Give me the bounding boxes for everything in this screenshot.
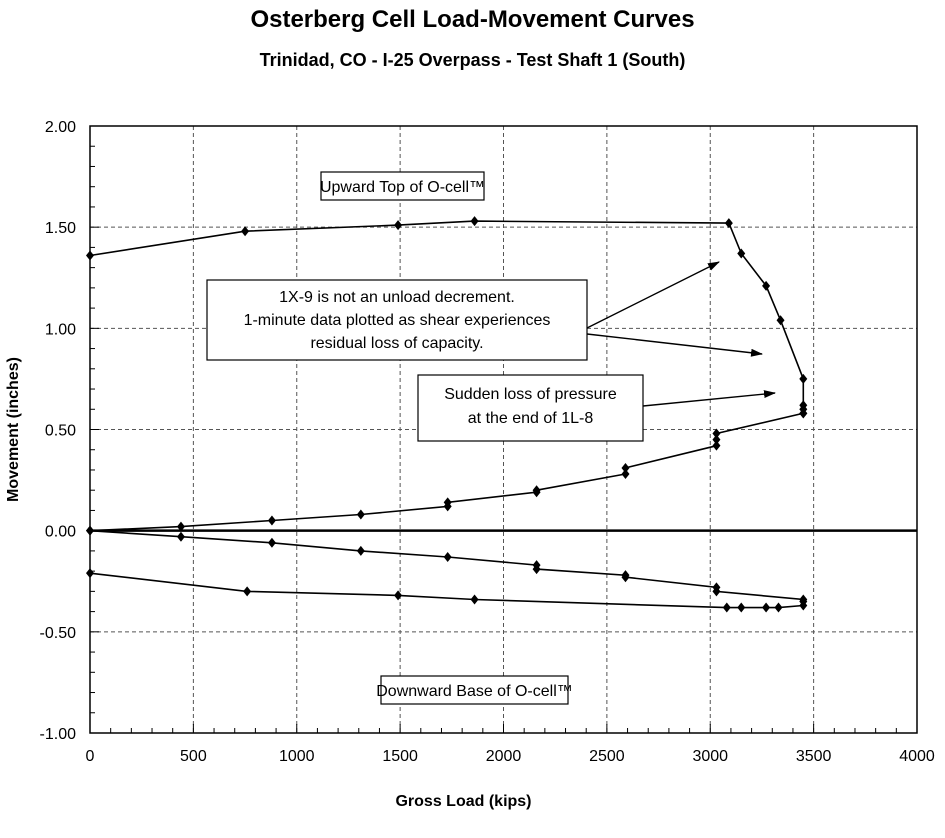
series-line-4 (89, 572, 804, 609)
x-tick-label: 1500 (382, 748, 418, 765)
data-point (86, 568, 94, 579)
y-tick-label: 0.50 (45, 423, 76, 440)
y-tick-label: 2.00 (45, 119, 76, 136)
x-tick-label: 500 (180, 748, 207, 765)
downward-label: Downward Base of O-cell™ (376, 675, 573, 705)
data-point (394, 590, 403, 601)
data-point (356, 509, 365, 520)
data-point (737, 602, 746, 613)
series-group (86, 216, 808, 613)
chart-title: Osterberg Cell Load-Movement Curves (250, 6, 695, 33)
data-point (443, 551, 452, 562)
x-tick-label: 1000 (279, 748, 315, 765)
data-point (712, 586, 721, 597)
y-tick-label: 1.00 (45, 321, 76, 338)
data-point (621, 462, 630, 473)
y-tick-label: 0.00 (45, 524, 76, 541)
data-point (267, 515, 276, 526)
tick-labels: 0 500 1000 1500 2000 2500 3000 3500 4000 2.00 1.50… (5, 119, 935, 810)
data-point (722, 602, 731, 613)
x-axis-title: Gross Load (kips) (395, 793, 531, 810)
data-point (621, 469, 630, 480)
x-tick-label: 2500 (589, 748, 625, 765)
data-point (724, 218, 733, 229)
data-point (621, 572, 630, 583)
data-point (470, 216, 479, 227)
data-point (394, 220, 403, 231)
data-point (799, 600, 808, 611)
data-point (762, 280, 771, 291)
note-pressure-loss-frame (417, 374, 644, 442)
y-axis-title: Movement (inches) (5, 357, 22, 502)
data-point (532, 485, 541, 496)
y-tick-label: -1.00 (40, 726, 77, 743)
data-point (356, 545, 365, 556)
data-point (243, 586, 252, 597)
y-tick-label: -0.50 (40, 625, 77, 642)
annotation-arrow (586, 333, 763, 357)
axes (89, 125, 918, 734)
downward-label-line: Downward Base of O-cell™ (376, 683, 573, 700)
note-pressure-loss: Sudden loss of pressure at the end of 1L-… (417, 374, 644, 442)
x-tick-label: 0 (86, 748, 95, 765)
data-point (267, 537, 276, 548)
x-tick-label: 3500 (796, 748, 832, 765)
data-point (712, 428, 721, 439)
note-unload-decrement: 1X-9 is not an unload decrement. 1-minute… (206, 279, 588, 361)
data-point (774, 602, 783, 613)
x-tick-label: 2000 (486, 748, 522, 765)
data-point (776, 315, 785, 326)
data-point (176, 521, 185, 532)
data-point (241, 226, 250, 237)
annotations: Upward Top of O-cell™ Downward Base of O-… (206, 171, 776, 705)
series-line-3 (89, 529, 805, 602)
data-point (86, 525, 94, 536)
data-point (532, 564, 541, 575)
annotation-arrow (586, 261, 720, 329)
x-tick-label: 3000 (692, 748, 728, 765)
downward-label-frame (380, 675, 569, 705)
data-point (443, 497, 452, 508)
note-unload-decrement-line: 1-minute data plotted as shear experienc… (244, 312, 551, 329)
data-point (712, 434, 721, 445)
chart-subtitle: Trinidad, CO - I-25 Overpass - Test Shaf… (259, 50, 686, 70)
note-unload-decrement-frame (206, 279, 588, 361)
upward-label-line: Upward Top of O-cell™ (320, 179, 485, 196)
data-point (470, 594, 479, 605)
note-pressure-loss-line: at the end of 1L-8 (468, 410, 594, 427)
upward-label-frame (320, 171, 485, 201)
note-pressure-loss-line: Sudden loss of pressure (444, 386, 617, 403)
data-point (712, 440, 721, 451)
data-point (762, 602, 771, 613)
y-tick-label: 1.50 (45, 220, 76, 237)
data-point (737, 248, 746, 259)
data-point (799, 404, 808, 415)
data-point (176, 531, 185, 542)
annotation-arrow (642, 390, 776, 407)
note-unload-decrement-line: residual loss of capacity. (310, 335, 483, 352)
upward-label: Upward Top of O-cell™ (320, 171, 485, 201)
x-tick-label: 4000 (899, 748, 935, 765)
data-point (86, 250, 94, 261)
data-point (799, 373, 808, 384)
note-unload-decrement-line: 1X-9 is not an unload decrement. (279, 289, 515, 306)
